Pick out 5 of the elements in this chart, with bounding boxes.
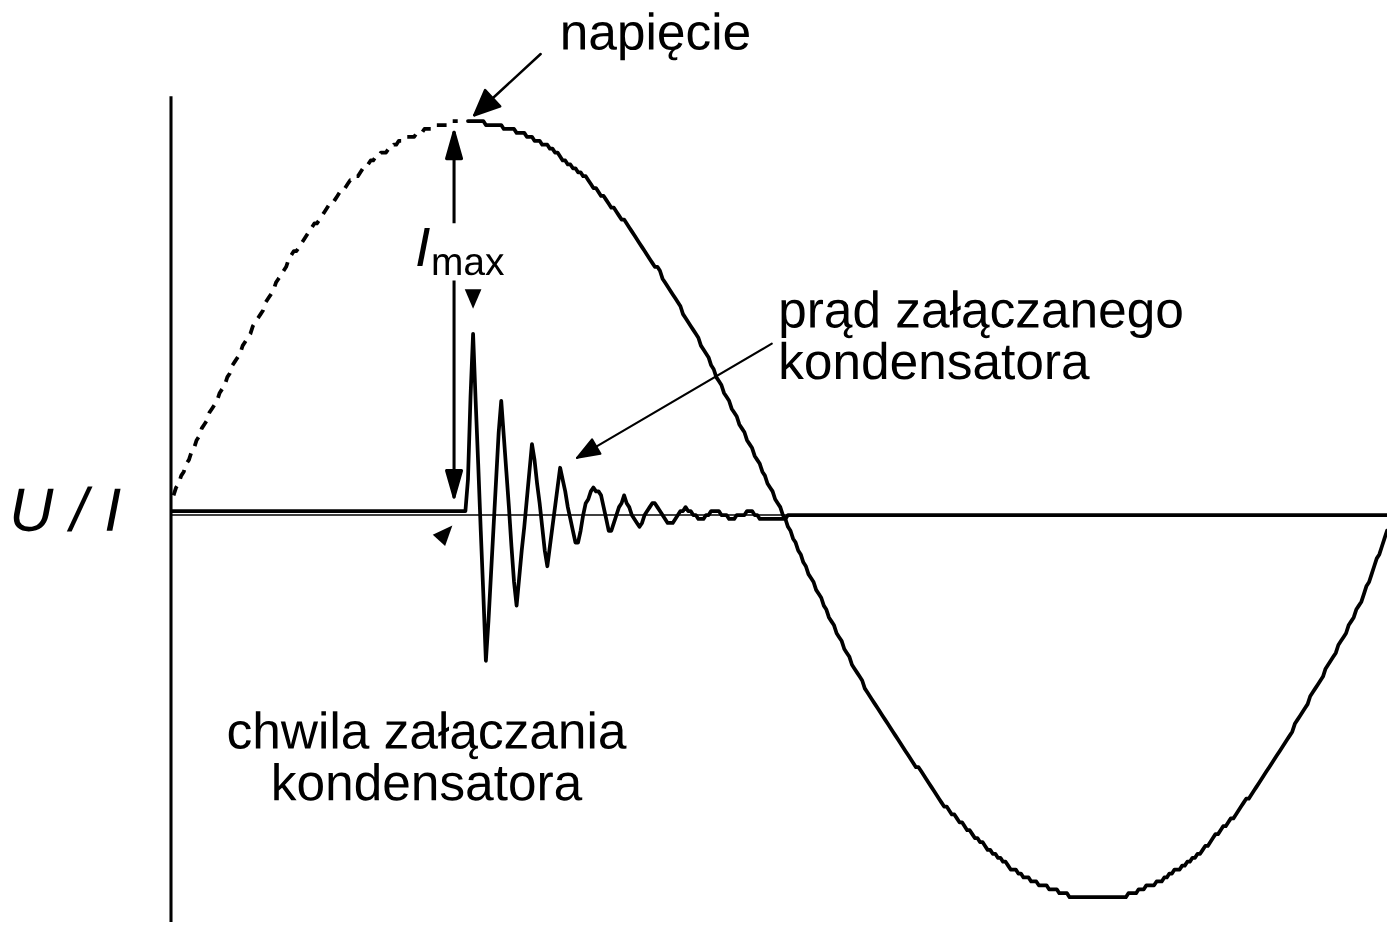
- annotation: chwila załączania kondensatora: [228, 711, 627, 801]
- annotation: prąd załączanego kondensatora: [781, 290, 1182, 380]
- text: napięcie: [563, 12, 749, 61]
- y-axis-title: U / I: [13, 486, 121, 532]
- annotation: I$_{max}$: [417, 227, 505, 276]
